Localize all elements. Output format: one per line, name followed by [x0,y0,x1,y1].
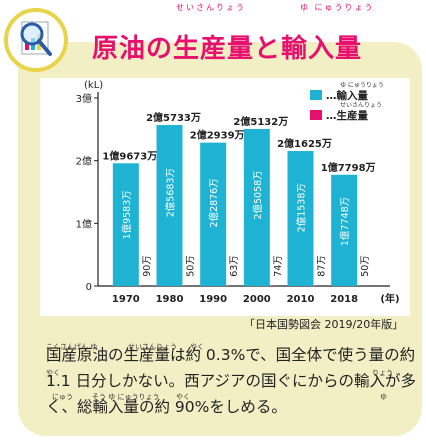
import-value-label: 1億7748万 [339,197,351,246]
body-ruby: やく [176,393,190,401]
body-ruby: やく [190,343,204,351]
source-note: 「日本国勢図会 2019/20年版」 [244,318,404,331]
icon-badge [4,8,68,72]
y-tick-label: 0 [86,282,92,293]
body-ruby: そう ゆ にゅうりょう [92,393,160,401]
import-bar [112,163,139,286]
x-tick-label: 2010 [287,294,315,305]
import-bar [287,151,314,286]
import-value-label: 2億1538万 [296,183,308,232]
body-ruby: せいさんりょう [128,343,177,351]
import-value-label: 2億5683万 [165,168,177,217]
body-ruby: にゅう [52,393,73,401]
import-value-label: 1億9583万 [121,190,133,239]
total-value-label: 2億5132万 [233,115,288,128]
total-value-label: 1億9673万 [102,149,157,162]
x-tick-label: 2000 [243,294,271,305]
legend-swatch [310,90,322,100]
production-value-label: 50万 [186,255,197,277]
production-value-label: 74万 [273,255,284,277]
legend-ruby: せいさんりょう [340,102,382,109]
x-tick-label: 1980 [156,294,184,305]
legend-swatch [310,110,322,120]
y-tick-label: 2億 [76,155,92,168]
import-bar [331,174,358,286]
title-ruby-yunyuuryou: ゆ にゅうりょう [300,3,375,12]
y-tick-label: 1億 [76,217,92,230]
import-bar [243,128,270,286]
body-ruby: やく [46,369,60,377]
bar-chart: (kL) 0 1億 2億 3億 1億9583万 90万 1億9673万 1970 2億5683万 5… [76,80,400,305]
page-title: 原油の生産量と輸入量 [92,34,363,64]
total-value-label: 2億5733万 [146,111,201,124]
production-bar [313,285,317,286]
import-value-label: 2億5058万 [252,170,264,219]
import-bar [156,125,183,287]
production-value-label: 87万 [317,255,328,277]
production-value-label: 50万 [360,255,371,277]
x-tick-label: 1990 [199,294,227,305]
legend-label: …生産量 [326,109,368,122]
legend-ruby: ゆ にゅうりょう [340,82,384,89]
import-value-label: 2億2876万 [208,178,220,227]
body-ruby: ゆ [380,393,387,401]
y-tick-label: 3億 [76,92,92,105]
production-bar [138,285,142,286]
production-value-label: 63万 [229,255,240,277]
body-ruby: こくさんげん ゆ [46,343,98,351]
magnifier-document-icon [20,21,52,56]
chart-area: (kL) 0 1億 2億 3億 1億9583万 90万 1億9673万 1970 2億5683万 5… [40,78,410,316]
total-value-label: 1億7798万 [321,161,376,174]
legend-label: …輸入量 [326,89,368,102]
production-value-label: 90万 [142,255,153,277]
total-value-label: 2億2939万 [190,129,245,142]
y-axis-unit: (kL) [84,80,103,91]
x-tick-label: 1970 [112,294,140,305]
x-tick-label: 2018 [330,294,358,305]
total-value-label: 2億1625万 [277,137,332,150]
x-axis-unit: (年) [380,292,399,305]
body-ruby: りょう [372,369,393,377]
body-text: 国産原油の生産量は約 0.3%で、国全体で使う量の約 1.1 日分しかない。西ア… [46,342,416,420]
import-bar [200,142,227,286]
title-ruby-seisanryou: せいさんりょう [176,3,246,12]
